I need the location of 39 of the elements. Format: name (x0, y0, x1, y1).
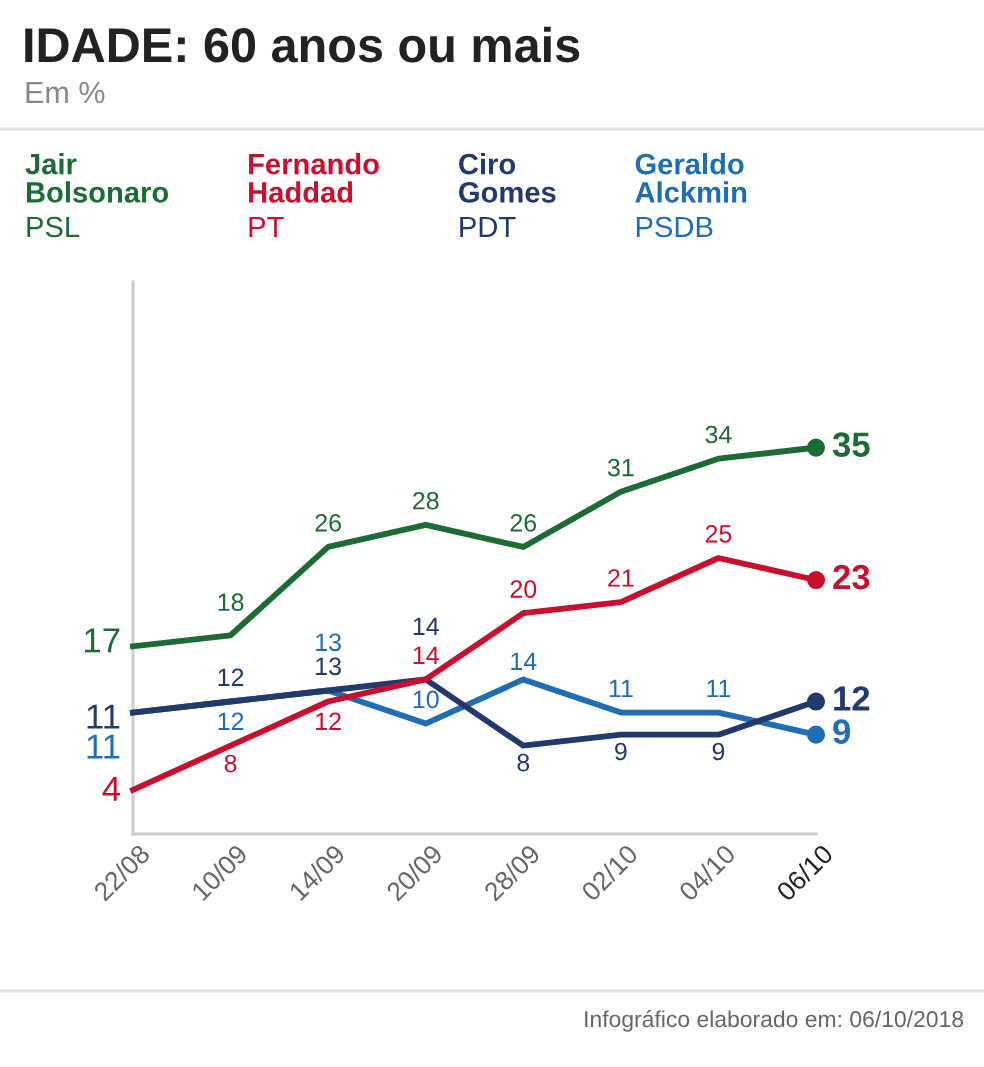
data-label: 21 (608, 569, 634, 587)
data-label: 14 (413, 646, 439, 664)
data-label: 13 (316, 633, 341, 652)
chart-title: IDADE: 60 anos ou mais (25, 26, 580, 63)
data-label: 13 (316, 657, 341, 676)
data-label: 9 (712, 742, 725, 761)
data-label: 11 (87, 734, 120, 759)
data-label: 9 (615, 742, 627, 761)
data-label: 11 (87, 704, 120, 729)
text: Jair Bolsonaro PSL (25, 153, 169, 238)
text: Fernando Haddad PT (249, 153, 379, 237)
data-label: 34 (705, 425, 732, 444)
data-label: 28 (413, 491, 439, 510)
data-label: 11 (707, 679, 731, 698)
data-label: 35 (832, 432, 870, 457)
data-label: 23 (833, 564, 870, 590)
data-label: 17 (85, 628, 120, 653)
data-label: 9 (833, 719, 851, 744)
text: Ciro Gomes PDT (459, 153, 556, 237)
data-label: 31 (607, 458, 634, 477)
data-label: 12 (218, 712, 244, 730)
data-label: 18 (218, 593, 244, 611)
data-label: 12 (316, 712, 341, 730)
data-label: 4 (102, 776, 120, 801)
data-label: 14 (511, 652, 537, 670)
data-label: 25 (705, 525, 732, 543)
data-label: 26 (315, 513, 341, 532)
chart-subtitle: Em % (26, 81, 105, 104)
data-label: 12 (218, 668, 244, 686)
data-label: 12 (834, 686, 870, 711)
data-label: 8 (224, 754, 237, 773)
text: Geraldo Alckmin PSDB (635, 153, 747, 238)
text: Infográfico elaborado em: 06/10/2018 (585, 1010, 964, 1032)
data-label: 26 (510, 513, 537, 532)
data-label: 8 (517, 753, 530, 772)
data-label: 14 (413, 617, 439, 635)
data-label: 11 (609, 679, 633, 698)
data-label: 10 (413, 690, 439, 709)
data-label: 20 (510, 580, 537, 598)
